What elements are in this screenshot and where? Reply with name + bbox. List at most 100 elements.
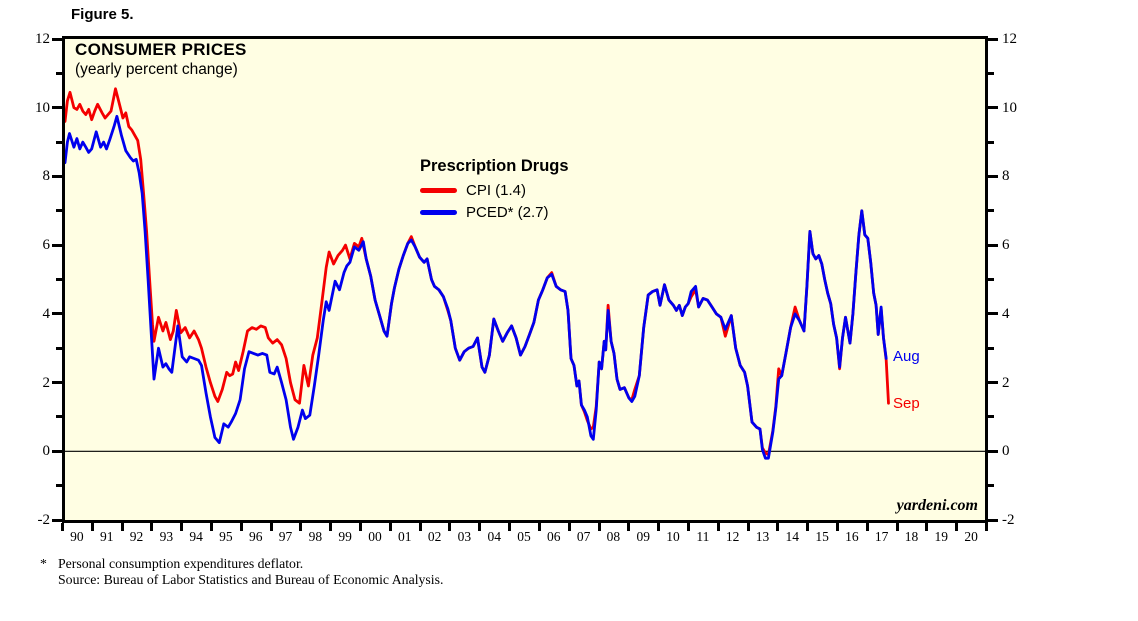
y-axis-label-left: 8 bbox=[42, 168, 51, 185]
y-tick bbox=[988, 209, 994, 213]
x-axis-label: 19 bbox=[934, 529, 949, 544]
x-tick bbox=[508, 523, 512, 531]
y-tick bbox=[56, 346, 62, 350]
x-axis-label: 97 bbox=[278, 529, 293, 544]
y-tick bbox=[988, 381, 998, 385]
x-axis-label: 17 bbox=[874, 529, 889, 544]
y-tick bbox=[56, 71, 62, 75]
y-tick bbox=[988, 243, 998, 247]
y-tick bbox=[52, 37, 62, 41]
x-axis-label: 07 bbox=[576, 529, 591, 544]
x-axis-label: 03 bbox=[457, 529, 472, 544]
x-tick bbox=[388, 523, 392, 531]
figure-label: Figure 5. bbox=[71, 6, 134, 23]
y-axis-label-left: 6 bbox=[42, 237, 51, 254]
x-axis-label: 10 bbox=[666, 529, 680, 544]
y-tick bbox=[988, 484, 994, 488]
y-axis-label-right: 4 bbox=[1002, 305, 1010, 322]
plot-area bbox=[62, 36, 988, 523]
x-tick bbox=[180, 523, 184, 531]
x-axis-label: 95 bbox=[219, 529, 233, 544]
chart-canvas bbox=[65, 87, 985, 460]
y-axis-label-right: 8 bbox=[1002, 168, 1010, 185]
annotation-aug: Aug bbox=[893, 348, 920, 365]
x-tick bbox=[955, 523, 959, 531]
x-tick bbox=[776, 523, 780, 531]
x-axis-label: 08 bbox=[606, 529, 621, 544]
cpi-line-swatch-icon bbox=[420, 187, 457, 193]
y-tick bbox=[988, 518, 998, 522]
legend-label-cpi: CPI (1.4) bbox=[466, 181, 527, 199]
pced-line-swatch-icon bbox=[420, 209, 457, 215]
y-tick bbox=[56, 278, 62, 281]
y-axis-label-left: 4 bbox=[42, 305, 51, 322]
y-tick bbox=[988, 312, 998, 316]
x-tick bbox=[359, 523, 363, 531]
cpi-line bbox=[65, 87, 890, 457]
y-axis-label-left: -2 bbox=[37, 512, 51, 528]
x-tick bbox=[478, 523, 482, 531]
x-axis-label: 13 bbox=[755, 529, 770, 544]
x-axis-label: 05 bbox=[517, 529, 531, 544]
x-tick bbox=[716, 523, 720, 531]
y-tick bbox=[52, 449, 62, 453]
y-tick bbox=[56, 415, 62, 419]
x-axis-label: 06 bbox=[547, 529, 561, 544]
pced-line bbox=[65, 114, 888, 460]
y-tick bbox=[56, 209, 62, 213]
y-tick bbox=[56, 140, 62, 144]
x-axis-label: 04 bbox=[487, 529, 501, 544]
x-axis-label: 16 bbox=[845, 529, 859, 544]
footnote-line2: Source: Bureau of Labor Statistics and B… bbox=[58, 572, 444, 587]
chart-subtitle: (yearly percent change) bbox=[75, 61, 238, 78]
x-tick bbox=[985, 523, 988, 531]
x-tick bbox=[895, 523, 899, 531]
x-axis-label: 94 bbox=[189, 529, 203, 544]
y-tick bbox=[56, 484, 62, 488]
y-axis-label-right: 10 bbox=[1002, 99, 1017, 116]
x-tick bbox=[537, 523, 541, 531]
x-tick bbox=[567, 523, 571, 531]
x-axis-label: 98 bbox=[308, 529, 323, 544]
legend-item-pced: PCED* (2.7) bbox=[420, 201, 569, 223]
footnote: * Personal consumption expenditures defl… bbox=[40, 556, 443, 588]
y-axis-label-left: 10 bbox=[35, 99, 50, 116]
legend-item-cpi: CPI (1.4) bbox=[420, 179, 569, 201]
x-axis-label: 15 bbox=[815, 529, 829, 544]
y-axis-label-right: 0 bbox=[1002, 443, 1010, 460]
y-tick bbox=[988, 278, 994, 281]
x-tick bbox=[686, 523, 690, 531]
x-axis-label: 00 bbox=[368, 529, 382, 544]
x-tick bbox=[925, 523, 929, 531]
x-axis-label: 02 bbox=[427, 529, 442, 544]
y-tick bbox=[52, 106, 62, 110]
y-tick bbox=[988, 174, 998, 178]
y-axis-label-right: 6 bbox=[1002, 237, 1010, 254]
x-tick bbox=[239, 523, 243, 531]
x-tick bbox=[597, 523, 601, 531]
x-axis-label: 18 bbox=[904, 529, 919, 544]
footnote-marker: * bbox=[40, 556, 47, 571]
y-tick bbox=[52, 381, 62, 385]
x-axis-label: 09 bbox=[636, 529, 650, 544]
x-axis-label: 20 bbox=[964, 529, 978, 544]
y-tick bbox=[988, 71, 994, 75]
y-tick bbox=[988, 106, 998, 110]
y-tick bbox=[52, 243, 62, 247]
y-axis-label-left: 2 bbox=[42, 374, 51, 391]
chart-title: CONSUMER PRICES bbox=[75, 40, 247, 59]
x-tick bbox=[746, 523, 750, 531]
legend-heading: Prescription Drugs bbox=[420, 157, 569, 175]
x-tick bbox=[806, 523, 810, 531]
x-axis-label: 12 bbox=[725, 529, 740, 544]
x-axis-label: 92 bbox=[129, 529, 144, 544]
annotation-sep: Sep bbox=[893, 395, 920, 412]
y-tick bbox=[988, 449, 998, 453]
x-axis-label: 96 bbox=[248, 529, 263, 544]
legend-label-pced: PCED* (2.7) bbox=[466, 203, 549, 221]
y-axis-label-left: 12 bbox=[35, 31, 50, 47]
y-tick bbox=[988, 140, 994, 144]
x-tick bbox=[448, 523, 452, 531]
y-axis-label-right: -2 bbox=[1002, 512, 1015, 528]
x-axis-label: 11 bbox=[696, 529, 710, 544]
